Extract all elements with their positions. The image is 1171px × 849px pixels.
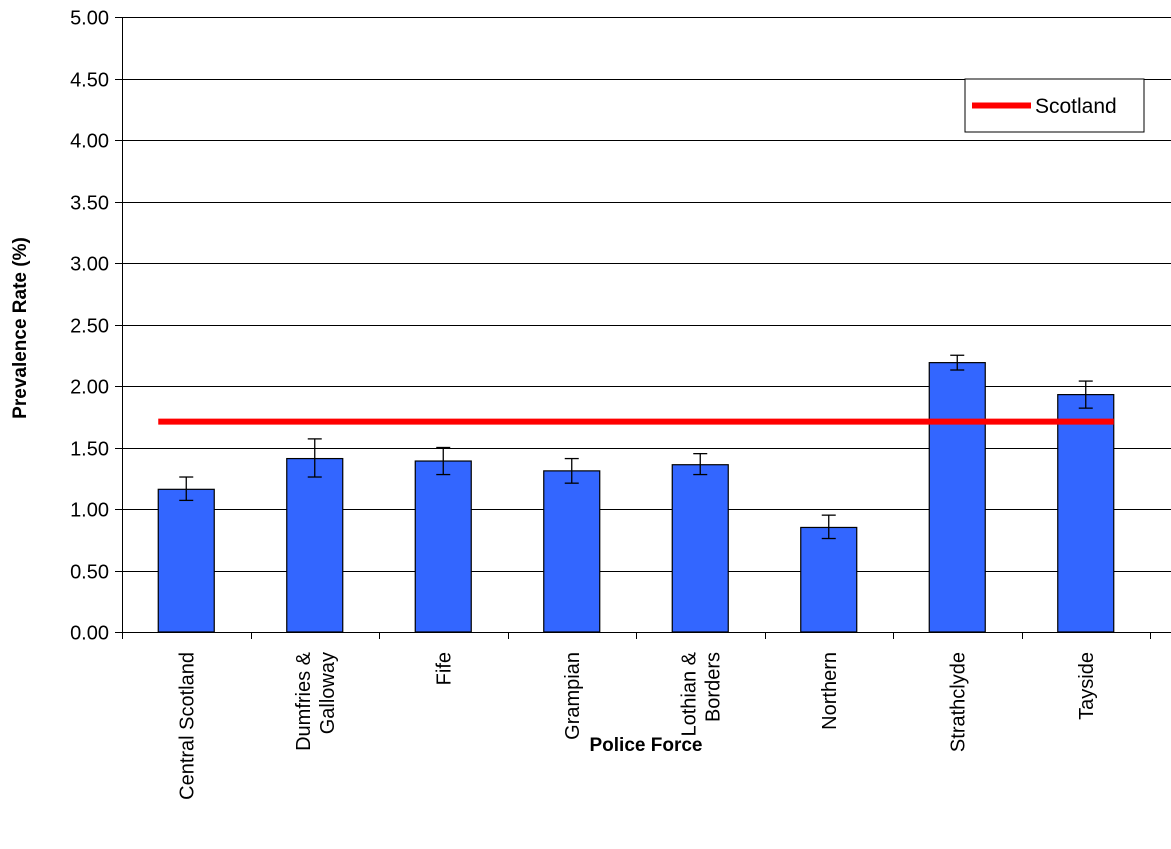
legend-label-scotland: Scotland bbox=[1035, 95, 1117, 118]
x-tick-label: Dumfries & bbox=[293, 651, 315, 751]
y-axis-label: Prevalence Rate (%) bbox=[10, 237, 31, 419]
x-tick-label: Grampian bbox=[562, 652, 584, 740]
x-tick-label: Tayside bbox=[1076, 652, 1098, 720]
bar bbox=[928, 362, 986, 633]
x-axis-label: Police Force bbox=[590, 735, 703, 756]
y-tick-label: 3.00 bbox=[70, 254, 109, 276]
x-tick-label: Borders bbox=[702, 652, 724, 722]
bar bbox=[1057, 394, 1115, 633]
y-tick-label: 2.50 bbox=[70, 316, 109, 338]
bar bbox=[286, 457, 344, 633]
x-tick-label: Fife bbox=[433, 652, 455, 685]
y-tick-label: 4.50 bbox=[70, 70, 109, 92]
y-tick-label: 1.50 bbox=[70, 439, 109, 461]
error-bars bbox=[179, 354, 1093, 540]
y-tick-label: 1.00 bbox=[70, 500, 109, 522]
x-tick-label: Northern bbox=[819, 652, 841, 730]
bars bbox=[157, 362, 1115, 633]
bar bbox=[157, 488, 215, 633]
y-tick-label: 5.00 bbox=[70, 8, 109, 30]
x-tick-label: Strathclyde bbox=[947, 652, 969, 752]
axes bbox=[115, 17, 1171, 639]
y-tick-label: 0.00 bbox=[70, 623, 109, 645]
bar bbox=[800, 526, 858, 633]
y-tick-label: 3.50 bbox=[70, 193, 109, 215]
legend: Scotland bbox=[964, 78, 1145, 133]
bar bbox=[414, 460, 472, 633]
bar bbox=[671, 464, 729, 633]
x-tick-label: Galloway bbox=[317, 652, 339, 734]
y-tick-labels: 0.00 0.50 1.00 1.50 2.00 2.50 3.00 3.50 4.00 4.50… bbox=[70, 8, 109, 645]
y-tick-label: 2.00 bbox=[70, 377, 109, 399]
x-tick-label: Lothian & bbox=[678, 651, 700, 736]
y-tick-label: 4.00 bbox=[70, 131, 109, 153]
bar bbox=[543, 470, 601, 633]
x-tick-label: Central Scotland bbox=[176, 652, 198, 800]
x-tick-labels: Central Scotland Dumfries & Galloway Fife Gr… bbox=[176, 651, 1098, 800]
y-tick-label: 0.50 bbox=[70, 562, 109, 584]
